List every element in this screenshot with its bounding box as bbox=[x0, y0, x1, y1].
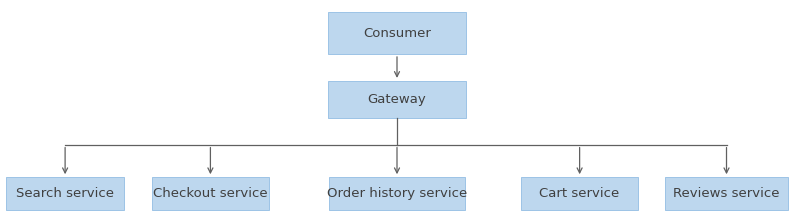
FancyBboxPatch shape bbox=[6, 177, 124, 210]
FancyBboxPatch shape bbox=[329, 177, 465, 210]
Text: Checkout service: Checkout service bbox=[153, 187, 268, 200]
FancyBboxPatch shape bbox=[327, 12, 466, 54]
Text: Order history service: Order history service bbox=[327, 187, 467, 200]
FancyBboxPatch shape bbox=[152, 177, 269, 210]
Text: Consumer: Consumer bbox=[363, 27, 431, 40]
FancyBboxPatch shape bbox=[327, 81, 466, 118]
Text: Gateway: Gateway bbox=[368, 93, 426, 106]
FancyBboxPatch shape bbox=[521, 177, 638, 210]
FancyBboxPatch shape bbox=[665, 177, 788, 210]
Text: Reviews service: Reviews service bbox=[673, 187, 780, 200]
Text: Search service: Search service bbox=[16, 187, 114, 200]
Text: Cart service: Cart service bbox=[539, 187, 620, 200]
